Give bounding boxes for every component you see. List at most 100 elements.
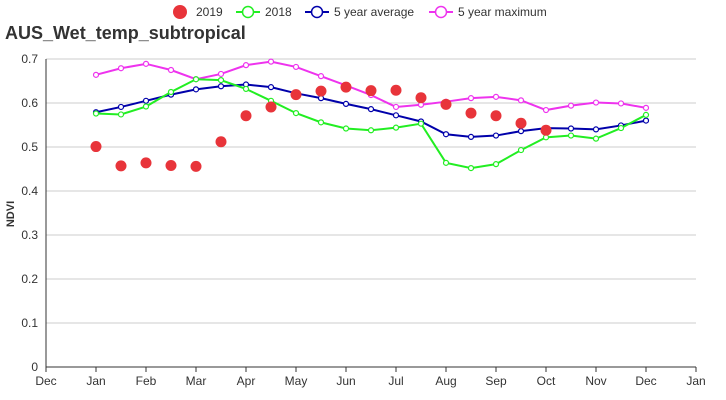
data-point-2019: [315, 85, 327, 97]
x-tick-label: Oct: [537, 374, 556, 388]
x-tick-label: Sep: [485, 374, 507, 388]
data-point-5-year-average: [217, 83, 225, 90]
legend-label-2018: 2018: [265, 5, 292, 19]
data-point-2018: [342, 125, 350, 132]
legend-marker-5-year-average: [310, 5, 324, 19]
data-point-5-year-average: [642, 117, 650, 124]
y-tick-label: 0: [31, 360, 38, 374]
data-point-2018: [592, 135, 600, 142]
legend-item-2019[interactable]: 2019: [173, 5, 223, 19]
data-point-2019: [115, 160, 127, 172]
data-point-5-year-maximum: [217, 70, 225, 78]
data-point-2018: [142, 103, 150, 110]
x-tick-label: Jan: [686, 374, 705, 388]
data-point-5-year-maximum: [317, 73, 325, 80]
data-point-2018: [192, 76, 200, 83]
data-point-5-year-maximum: [542, 106, 550, 114]
legend-item-2018[interactable]: 2018: [236, 5, 292, 19]
data-point-2018: [217, 77, 225, 84]
data-point-5-year-average: [117, 103, 125, 111]
legend-label-5-year-average: 5 year average: [334, 5, 414, 19]
data-point-2018: [92, 110, 100, 117]
data-point-2018: [292, 110, 300, 117]
grid: [46, 58, 696, 324]
series-2018: [92, 76, 650, 172]
data-point-5-year-average: [492, 132, 500, 139]
legend-marker-5-year-maximum: [434, 5, 448, 19]
data-point-2018: [392, 124, 400, 131]
data-point-5-year-maximum: [92, 71, 100, 78]
y-tick-label: 0.7: [21, 52, 38, 66]
data-point-5-year-maximum: [642, 104, 650, 111]
data-point-5-year-maximum: [392, 103, 400, 111]
y-ticks: 0 0.1 0.2 0.3 0.4 0.5 0.6 0.7: [21, 52, 38, 374]
data-point-2019: [540, 124, 552, 136]
data-point-2019: [190, 160, 202, 172]
data-point-5-year-average: [142, 97, 150, 104]
data-point-2019: [240, 110, 252, 122]
data-point-2018: [492, 161, 500, 168]
data-point-5-year-average: [367, 106, 375, 113]
data-point-5-year-maximum: [492, 93, 500, 100]
data-point-5-year-maximum: [467, 95, 475, 102]
x-tick-label: Jul: [388, 374, 403, 388]
x-tick-label: May: [285, 374, 308, 388]
data-point-2019: [465, 107, 477, 119]
y-axis-label: NDVI: [5, 201, 17, 227]
data-point-5-year-average: [592, 126, 600, 133]
x-tick-label: Jun: [336, 374, 355, 388]
data-point-5-year-maximum: [117, 65, 125, 72]
data-point-2018: [467, 165, 475, 172]
x-tick-label: Nov: [585, 374, 606, 388]
series-2019: [90, 81, 552, 172]
x-tick-label: Apr: [237, 374, 256, 388]
legend[interactable]: 2019 2018 5 year average 5 year maximum: [173, 5, 547, 19]
legend-label-5-year-maximum: 5 year maximum: [458, 5, 547, 19]
data-point-5-year-maximum: [567, 102, 575, 109]
y-tick-label: 0.5: [21, 140, 38, 154]
data-point-5-year-average: [442, 131, 450, 138]
data-point-2019: [440, 98, 452, 110]
data-point-2018: [442, 159, 450, 166]
data-point-2019: [340, 81, 352, 93]
data-point-2019: [490, 110, 502, 122]
x-tick-label: Dec: [35, 374, 56, 388]
data-point-2019: [140, 157, 152, 169]
legend-item-5-year-maximum[interactable]: 5 year maximum: [429, 5, 547, 19]
data-point-5-year-average: [567, 125, 575, 132]
data-point-2018: [617, 124, 625, 132]
data-point-5-year-maximum: [617, 100, 625, 107]
chart-title: AUS_Wet_temp_subtropical: [5, 23, 246, 43]
data-point-5-year-average: [467, 133, 475, 140]
data-point-5-year-maximum: [142, 60, 150, 67]
data-point-5-year-average: [517, 128, 525, 135]
data-point-5-year-average: [392, 112, 400, 119]
y-tick-label: 0.4: [21, 184, 38, 198]
data-point-5-year-maximum: [167, 66, 175, 74]
data-point-2019: [290, 89, 302, 101]
axes: [45, 59, 696, 368]
y-tick-label: 0.2: [21, 272, 38, 286]
data-point-5-year-maximum: [242, 62, 250, 69]
y-tick-label: 0.3: [21, 228, 38, 242]
x-tick-label: Jan: [86, 374, 105, 388]
legend-label-2019: 2019: [196, 5, 223, 19]
data-point-5-year-average: [267, 84, 275, 91]
data-point-2019: [515, 117, 527, 129]
data-point-2018: [167, 88, 175, 96]
legend-marker-2018: [241, 5, 255, 19]
data-point-2018: [517, 146, 525, 154]
legend-item-5-year-average[interactable]: 5 year average: [305, 5, 414, 19]
data-point-5-year-maximum: [292, 63, 300, 71]
data-point-2019: [365, 85, 377, 97]
data-point-2019: [215, 136, 227, 148]
y-tick-label: 0.1: [21, 316, 38, 330]
data-point-5-year-maximum: [517, 97, 525, 104]
data-point-2019: [415, 92, 427, 104]
x-tick-label: Aug: [435, 374, 456, 388]
data-point-2018: [317, 119, 325, 126]
data-point-2019: [265, 101, 277, 113]
data-point-2018: [567, 132, 575, 139]
x-tick-label: Mar: [186, 374, 207, 388]
